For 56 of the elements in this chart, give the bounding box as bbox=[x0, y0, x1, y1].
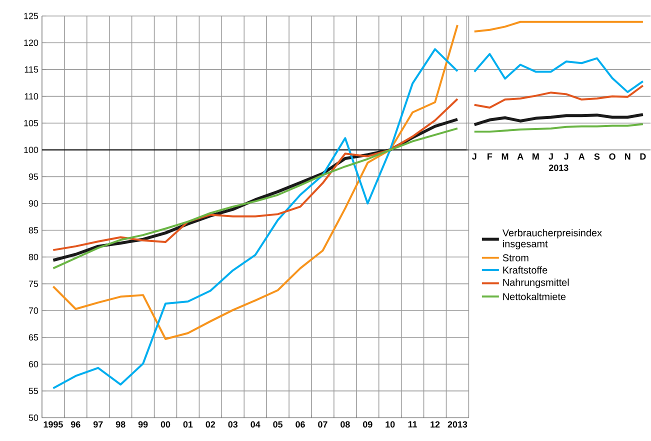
line-series bbox=[52, 98, 458, 252]
x-tick-label: M bbox=[502, 154, 508, 160]
y-tick-label: 110 bbox=[24, 93, 38, 100]
x-tick-label: 06 bbox=[296, 421, 305, 428]
y-tick-label: 75 bbox=[28, 280, 38, 288]
y-tick-label: 85 bbox=[28, 227, 38, 234]
x-tick-label: M bbox=[532, 154, 539, 160]
x-tick-label: J bbox=[472, 154, 476, 160]
y-tick-label: 90 bbox=[28, 200, 38, 207]
x-tick-label: 01 bbox=[183, 421, 193, 428]
y-tick-label: 105 bbox=[24, 120, 38, 126]
x-tick-label: 07 bbox=[318, 421, 328, 428]
x-tick-label: 99 bbox=[138, 421, 148, 428]
x-tick-label: 05 bbox=[273, 421, 283, 428]
x-tick-label: 08 bbox=[340, 421, 350, 428]
y-tick-label: 120 bbox=[24, 40, 38, 46]
x-tick-label: 96 bbox=[71, 421, 80, 428]
x-tick-label: 97 bbox=[93, 421, 103, 428]
x-tick-label: O bbox=[609, 154, 616, 160]
x-tick-label: N bbox=[624, 154, 630, 160]
line-series bbox=[52, 48, 458, 390]
y-tick-label: 70 bbox=[28, 308, 38, 314]
x-tick-label: 12 bbox=[430, 421, 440, 428]
legend-label: Nettokaltmiete bbox=[503, 293, 566, 300]
x-tick-label: 98 bbox=[116, 421, 126, 428]
y-tick-label: 115 bbox=[24, 66, 38, 73]
legend-label: Nahrungsmittel bbox=[503, 278, 569, 288]
x-tick-label: 00 bbox=[160, 421, 170, 428]
y-tick-label: 50 bbox=[28, 414, 38, 422]
x-tick-label: 10 bbox=[386, 421, 395, 428]
y-tick-label: 100 bbox=[24, 146, 38, 154]
x-tick-label: S bbox=[594, 154, 600, 160]
y-tick-label: 55 bbox=[28, 388, 38, 394]
x-tick-label: A bbox=[517, 154, 524, 160]
y-tick-label: 95 bbox=[28, 174, 38, 180]
x-tick-label: 02 bbox=[206, 421, 216, 428]
x-tick-label: D bbox=[640, 154, 646, 160]
legend-label: Verbraucherpreisindex insgesamt bbox=[502, 229, 602, 250]
x-tick-label: A bbox=[578, 154, 585, 160]
x-tick-label: 04 bbox=[250, 421, 260, 428]
x-axis-title: 2013 bbox=[549, 164, 568, 172]
y-tick-label: 80 bbox=[28, 254, 38, 260]
y-tick-label: 65 bbox=[28, 334, 38, 341]
line-series bbox=[52, 24, 458, 340]
x-tick-label: J bbox=[548, 154, 553, 160]
x-tick-label: F bbox=[488, 154, 492, 160]
legend-label: Kraftstoffe bbox=[503, 266, 548, 274]
legend-label: Strom bbox=[502, 254, 528, 262]
x-tick-label: 09 bbox=[363, 421, 372, 428]
y-tick-label: 125 bbox=[24, 12, 38, 20]
x-tick-label: J bbox=[564, 154, 568, 160]
y-tick-label: 60 bbox=[28, 361, 38, 368]
x-tick-label: 11 bbox=[408, 421, 418, 428]
x-tick-label: 2013 bbox=[448, 421, 468, 428]
x-tick-label: 1995 bbox=[44, 421, 63, 428]
x-tick-label: 03 bbox=[228, 421, 238, 428]
